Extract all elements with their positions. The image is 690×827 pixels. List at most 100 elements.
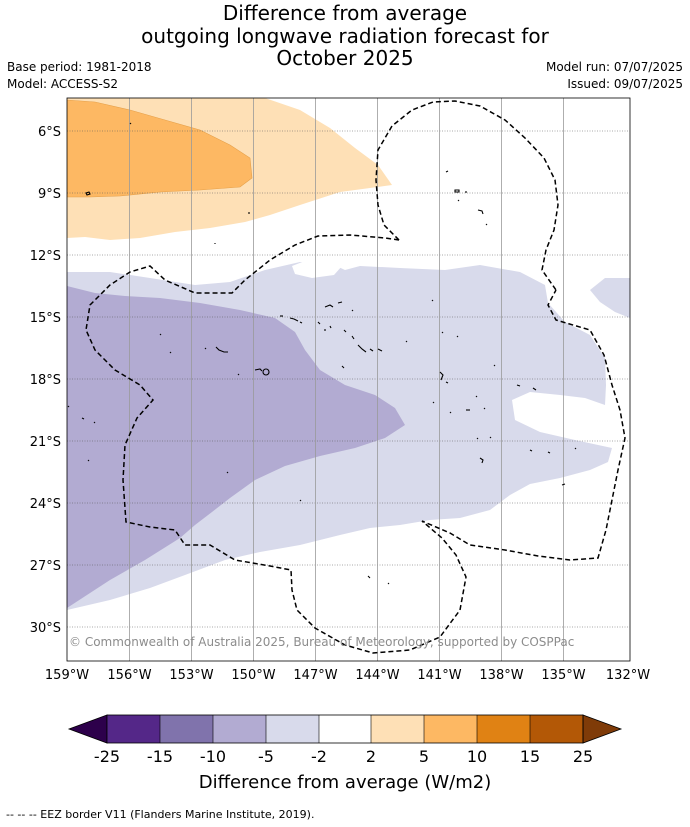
- colorbar-label: -5: [258, 747, 274, 766]
- island-48: [489, 436, 492, 439]
- islands: [67, 122, 577, 585]
- lat-label: 18°S: [30, 373, 61, 388]
- colorbar-min-arrow: [67, 714, 108, 744]
- colorbar-swatch: [424, 715, 477, 743]
- latitude-labels: 6°S 9°S 12°S 15°S 18°S 21°S 24°S 27°S 30…: [30, 125, 61, 636]
- colorbar-swatch: [213, 715, 266, 743]
- island-22: [357, 344, 367, 353]
- island-19: [329, 325, 332, 329]
- island-53: [561, 483, 566, 486]
- island-2: [129, 122, 132, 125]
- issued-date: Issued: 09/07/2025: [567, 77, 683, 91]
- island-30: [215, 346, 228, 353]
- title-line-2: outgoing longwave radiation forecast for: [141, 23, 549, 48]
- colorbar-label: -2: [311, 747, 327, 766]
- island-12: [337, 301, 343, 304]
- island-43: [432, 401, 435, 404]
- map-title: Difference from average outgoing longwav…: [0, 2, 690, 70]
- island-38: [445, 381, 449, 384]
- island-17: [317, 321, 321, 325]
- meta-left: Base period: 1981-2018 Model: ACCESS-S2: [7, 59, 152, 93]
- island-59: [299, 499, 302, 502]
- lon-label: 159°W: [45, 668, 89, 683]
- title-line-3: October 2025: [276, 46, 414, 70]
- copyright-notice: © Commonwealth of Australia 2025, Bureau…: [69, 635, 574, 649]
- island-47: [476, 437, 479, 440]
- colorbar-swatch: [371, 715, 424, 743]
- colorbar-max-arrow: [582, 714, 623, 744]
- colorbar-outline: [106, 714, 584, 744]
- island-46: [483, 407, 486, 410]
- lat-label: 27°S: [30, 559, 61, 574]
- island-61: [387, 582, 390, 585]
- lon-label: 150°W: [231, 668, 275, 683]
- island-23: [369, 348, 374, 352]
- lat-label: 9°S: [38, 187, 61, 202]
- island-36: [237, 373, 240, 376]
- island-10: [485, 223, 488, 226]
- lat-label: 12°S: [30, 249, 61, 264]
- island-1: [85, 191, 91, 196]
- island-41: [532, 387, 537, 391]
- island-58: [226, 471, 229, 474]
- colorbar-label: -15: [147, 747, 173, 766]
- title-line-1: Difference from average: [222, 1, 468, 25]
- island-54: [67, 405, 70, 408]
- island-42: [475, 395, 478, 398]
- lon-label: 156°W: [107, 668, 151, 683]
- model-run: Model run: 07/07/2025: [545, 60, 683, 74]
- anomaly-region-negative-light-east: [590, 278, 630, 318]
- island-33: [159, 333, 162, 336]
- colorbar-swatch: [107, 715, 160, 743]
- colorbar-title: Difference from average (W/m2): [199, 772, 491, 793]
- lon-label: 147°W: [293, 668, 337, 683]
- colorbar-swatch: [160, 715, 213, 743]
- lon-label: 135°W: [541, 668, 585, 683]
- colorbar-label: 15: [520, 747, 540, 766]
- island-60: [367, 575, 371, 579]
- island-35: [204, 347, 207, 350]
- colorbar-labels: -25 -15 -10 -5 -2 2 5 10 15 25: [94, 747, 593, 766]
- lon-label: 138°W: [479, 668, 523, 683]
- colorbar-label: 10: [467, 747, 487, 766]
- neutral-patch: [292, 259, 342, 278]
- lon-label: 132°W: [606, 668, 650, 683]
- island-39: [493, 364, 496, 367]
- model-name: Model: ACCESS-S2: [7, 77, 119, 91]
- lat-label: 21°S: [30, 435, 61, 450]
- island-50: [547, 451, 551, 454]
- longitude-labels: 159°W 156°W 153°W 150°W 147°W 144°W 141°…: [45, 668, 650, 683]
- colorbar-swatch: [530, 715, 583, 743]
- island-8: [457, 199, 460, 202]
- colorbar-swatch: [266, 715, 319, 743]
- lon-label: 141°W: [417, 668, 461, 683]
- island-28: [441, 331, 444, 334]
- island-57: [87, 459, 90, 462]
- colorbar-label: -25: [94, 747, 120, 766]
- map-frame: [66, 97, 631, 662]
- colorbar-dividers: [159, 715, 531, 743]
- colorbar-swatch: [477, 715, 530, 743]
- island-20: [343, 329, 347, 333]
- island-13: [351, 309, 354, 312]
- island-21: [351, 335, 355, 340]
- island-52: [574, 447, 577, 450]
- island-49: [529, 449, 533, 452]
- island-9: [477, 209, 484, 215]
- island-31: [254, 368, 263, 372]
- island-16: [299, 321, 303, 324]
- island-27: [431, 299, 434, 302]
- lat-label: 15°S: [30, 311, 61, 326]
- anomaly-region-positive-medium: [67, 99, 253, 198]
- meta-right: Model run: 07/07/2025 Issued: 09/07/2025: [546, 59, 683, 93]
- island-44: [449, 411, 452, 414]
- colorbar-label: 2: [366, 747, 376, 766]
- colorbar-swatch: [319, 715, 371, 743]
- colorbar: -25 -15 -10 -5 -2 2 5 10 15 25 Differenc…: [67, 714, 623, 793]
- island-37: [439, 371, 444, 381]
- island-24: [377, 348, 383, 352]
- island-25: [341, 365, 345, 369]
- island-29: [456, 335, 459, 338]
- colorbar-label: -10: [200, 747, 226, 766]
